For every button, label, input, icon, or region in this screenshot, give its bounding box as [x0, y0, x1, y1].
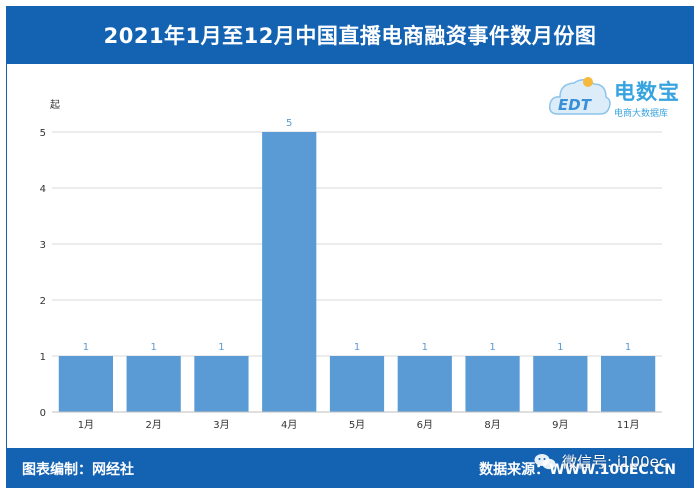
logo-subtitle: 电商大数据库: [614, 109, 669, 119]
chart-footer: 图表编制：网经社 数据来源：WWW.100EC.CN: [6, 448, 694, 488]
data-label: 1: [422, 342, 428, 353]
data-label: 1: [489, 342, 495, 353]
x-tick-label: 11月: [617, 419, 640, 431]
x-tick-label: 5月: [349, 419, 365, 431]
bar: [329, 356, 385, 412]
edt-logo: EDT 电数宝 电商大数据库: [548, 72, 688, 122]
bar: [397, 356, 452, 412]
x-tick-label: 2月: [145, 419, 161, 431]
data-label: 1: [83, 342, 89, 353]
data-label: 1: [557, 342, 563, 353]
wechat-id: 微信号: i100ec: [562, 453, 668, 471]
footer-credit: 图表编制：网经社: [22, 462, 134, 478]
y-tick-label: 1: [40, 352, 46, 363]
x-tick-label: 4月: [281, 419, 297, 431]
chart-title: 2021年1月至12月中国直播电商融资事件数月份图: [103, 24, 597, 48]
logo-brand: 电数宝: [614, 80, 680, 104]
data-label: 1: [218, 342, 224, 353]
wechat-icon: [534, 453, 556, 471]
x-tick-label: 3月: [213, 419, 229, 431]
x-tick-label: 8月: [484, 419, 500, 431]
data-label: 5: [286, 118, 292, 129]
y-tick-label: 0: [40, 408, 46, 419]
wechat-watermark: 微信号: i100ec: [534, 451, 667, 472]
x-tick-label: 1月: [78, 419, 94, 431]
y-tick-label: 4: [40, 184, 46, 195]
cloud-logo-icon: EDT: [548, 77, 611, 115]
bar: [262, 132, 317, 412]
bar: [465, 356, 520, 412]
y-tick-label: 3: [40, 240, 46, 251]
bar: [533, 356, 588, 412]
footer-source: 数据来源：WWW.100EC.CN: [479, 462, 676, 478]
bar: [601, 356, 656, 412]
bar: [194, 356, 249, 412]
data-label: 1: [150, 342, 156, 353]
data-label: 1: [625, 342, 631, 353]
y-axis-label: 起: [50, 99, 60, 111]
y-tick-label: 2: [40, 296, 46, 307]
x-tick-label: 9月: [552, 419, 568, 431]
bar: [58, 356, 113, 412]
y-tick-label: 5: [40, 128, 46, 139]
bar: [126, 356, 181, 412]
chart-title-bar: 2021年1月至12月中国直播电商融资事件数月份图: [6, 6, 694, 64]
x-tick-label: 6月: [417, 419, 433, 431]
data-label: 1: [354, 342, 360, 353]
logo-mark: EDT: [558, 96, 593, 114]
